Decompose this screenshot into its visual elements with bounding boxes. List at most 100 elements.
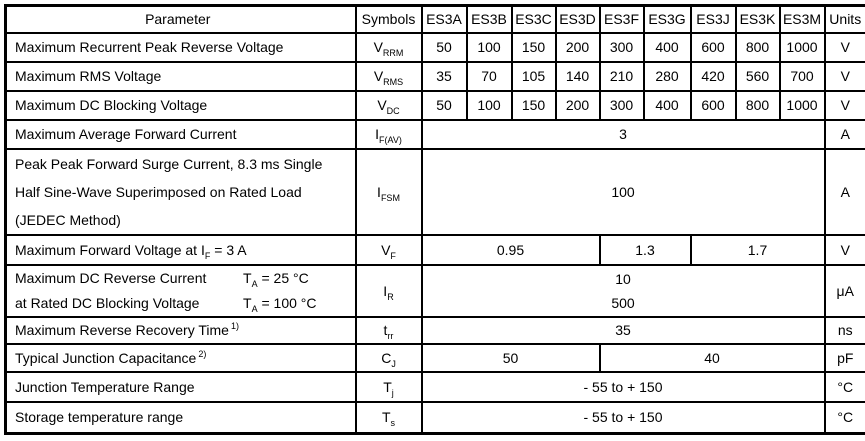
symbol-cell: trr — [356, 317, 422, 344]
symbol-cell: IFSM — [356, 149, 422, 235]
value-cell: 560 — [736, 62, 780, 91]
param-text: at Rated DC Blocking Voltage — [15, 295, 199, 311]
value-cell-merged: - 55 to + 150 — [422, 402, 825, 434]
row-ir: Maximum DC Reverse Current TA = 25 °C at… — [6, 265, 865, 317]
value-cell: 280 — [644, 62, 691, 91]
row-ifav: Maximum Average Forward Current IF(AV) 3… — [6, 120, 865, 149]
row-tj: Junction Temperature Range Tj - 55 to + … — [6, 372, 865, 402]
param-cell: Junction Temperature Range — [6, 372, 356, 402]
symbol-cell: Ts — [356, 402, 422, 434]
condition-base: T — [243, 295, 252, 311]
symbol-subscript: DC — [387, 106, 400, 116]
param-cell: Maximum DC Blocking Voltage — [6, 91, 356, 120]
value-cell: 1000 — [780, 33, 825, 62]
value-cell: 150 — [512, 33, 556, 62]
value-cell: 400 — [644, 91, 691, 120]
unit-cell: V — [825, 33, 865, 62]
symbol-base: T — [382, 409, 391, 425]
col-header-es3m: ES3M — [780, 6, 825, 33]
param-text: Typical Junction Capacitance — [15, 350, 196, 366]
value-cell: 600 — [691, 33, 736, 62]
row-ts: Storage temperature range Ts - 55 to + 1… — [6, 402, 865, 434]
value-cell: 400 — [644, 33, 691, 62]
param-line: at Rated DC Blocking Voltage TA = 100 °C — [15, 291, 349, 316]
value-cell-merged: 50 — [422, 344, 600, 372]
value-cell: 140 — [556, 62, 600, 91]
ratings-table: Parameter Symbols ES3A ES3B ES3C ES3D ES… — [4, 4, 865, 435]
value-line: 10 — [423, 267, 824, 291]
symbol-cell: CJ — [356, 344, 422, 372]
value-cell-merged: - 55 to + 150 — [422, 372, 825, 402]
value-cell: 420 — [691, 62, 736, 91]
value-line: 500 — [423, 291, 824, 315]
unit-cell: V — [825, 62, 865, 91]
condition-rest: = 25 °C — [258, 270, 309, 286]
value-cell: 35 — [422, 62, 467, 91]
symbol-cell: IF(AV) — [356, 120, 422, 149]
param-cell: Storage temperature range — [6, 402, 356, 434]
condition-text: TA = 100 °C — [243, 291, 317, 316]
value-cell: 300 — [600, 91, 644, 120]
param-text: = 3 A — [210, 242, 246, 258]
value-cell: 1000 — [780, 91, 825, 120]
value-cell-merged: 100 — [422, 149, 825, 235]
symbol-subscript: rr — [387, 331, 393, 341]
value-cell: 600 — [691, 91, 736, 120]
col-header-es3f: ES3F — [600, 6, 644, 33]
symbol-subscript: RRM — [383, 48, 404, 58]
unit-cell: A — [825, 120, 865, 149]
col-header-es3a: ES3A — [422, 6, 467, 33]
symbol-cell: VRMS — [356, 62, 422, 91]
value-cell-merged: 1.3 — [600, 235, 691, 265]
value-cell-merged: 1.7 — [691, 235, 825, 265]
param-text: Maximum Forward Voltage at I — [15, 242, 205, 258]
condition-rest: = 100 °C — [258, 295, 317, 311]
value-cell: 50 — [422, 33, 467, 62]
symbol-subscript: J — [391, 358, 396, 368]
param-text: Maximum Reverse Recovery Time — [15, 322, 229, 338]
row-vdc: Maximum DC Blocking Voltage VDC 50 100 1… — [6, 91, 865, 120]
unit-cell: V — [825, 235, 865, 265]
symbol-base: V — [377, 97, 386, 113]
symbol-cell: VRRM — [356, 33, 422, 62]
symbol-subscript: s — [391, 418, 396, 428]
value-cell-merged: 0.95 — [422, 235, 600, 265]
value-cell: 100 — [467, 91, 512, 120]
value-cell: 150 — [512, 91, 556, 120]
symbol-base: V — [374, 39, 383, 55]
symbol-subscript: R — [387, 291, 394, 301]
symbol-cell: IR — [356, 265, 422, 317]
value-cell: 300 — [600, 33, 644, 62]
param-cell: Maximum RMS Voltage — [6, 62, 356, 91]
param-text: Maximum DC Reverse Current — [15, 270, 206, 286]
col-header-es3j: ES3J — [691, 6, 736, 33]
condition-text: TA = 25 °C — [243, 266, 309, 291]
unit-cell: ns — [825, 317, 865, 344]
row-vrrm: Maximum Recurrent Peak Reverse Voltage V… — [6, 33, 865, 62]
col-header-es3d: ES3D — [556, 6, 600, 33]
value-cell: 800 — [736, 91, 780, 120]
unit-cell: pF — [825, 344, 865, 372]
value-cell: 70 — [467, 62, 512, 91]
symbol-base: T — [383, 379, 392, 395]
value-cell-merged: 35 — [422, 317, 825, 344]
col-header-units: Units — [825, 6, 865, 33]
value-cell-merged: 10 500 — [422, 265, 825, 317]
value-cell: 105 — [512, 62, 556, 91]
condition-base: T — [243, 270, 252, 286]
unit-cell: A — [825, 149, 865, 235]
row-vrms: Maximum RMS Voltage VRMS 35 70 105 140 2… — [6, 62, 865, 91]
param-cell: Maximum DC Reverse Current TA = 25 °C at… — [6, 265, 356, 317]
unit-cell: °C — [825, 402, 865, 434]
value-cell: 200 — [556, 33, 600, 62]
value-cell-merged: 40 — [600, 344, 825, 372]
col-header-parameter: Parameter — [6, 6, 356, 33]
symbol-cell: Tj — [356, 372, 422, 402]
param-cell: Maximum Recurrent Peak Reverse Voltage — [6, 33, 356, 62]
row-ifsm: Peak Peak Forward Surge Current, 8.3 ms … — [6, 149, 865, 235]
symbol-subscript: F(AV) — [379, 135, 402, 145]
value-cell: 100 — [467, 33, 512, 62]
